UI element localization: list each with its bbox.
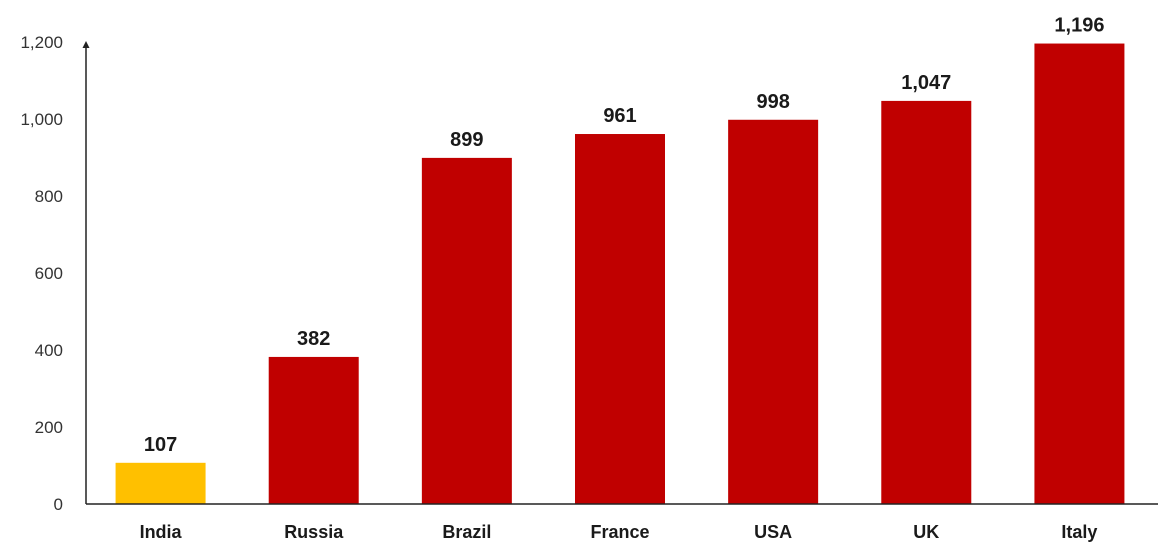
- y-tick-label: 1,000: [20, 110, 63, 129]
- category-label-usa: USA: [754, 522, 792, 542]
- bar-brazil: [421, 157, 512, 504]
- bar-france: [575, 134, 665, 504]
- y-tick-label: 0: [54, 495, 63, 514]
- bar-italy: [1034, 43, 1125, 504]
- value-label-italy: 1,196: [1054, 15, 1104, 37]
- category-label-india: India: [140, 522, 183, 542]
- category-label-italy: Italy: [1061, 522, 1097, 542]
- bars: [115, 43, 1125, 505]
- bar-india: [115, 462, 206, 504]
- category-labels: India Russia Brazil France USA UK Italy: [140, 522, 1098, 542]
- value-label-russia: 382: [297, 328, 330, 350]
- bar-russia: [268, 356, 359, 504]
- category-label-russia: Russia: [284, 522, 344, 542]
- value-label-india: 107: [144, 434, 177, 456]
- y-axis-arrow: [82, 41, 90, 48]
- category-label-france: France: [590, 522, 649, 542]
- value-label-brazil: 899: [450, 129, 483, 151]
- y-tick-label: 200: [35, 418, 63, 437]
- y-axis-ticks: 0 200 400 600 800 1,000 1,200: [20, 33, 63, 514]
- value-label-uk: 1,047: [901, 72, 951, 94]
- y-tick-label: 800: [35, 187, 63, 206]
- y-tick-label: 600: [35, 264, 63, 283]
- y-tick-label: 400: [35, 341, 63, 360]
- value-label-usa: 998: [756, 91, 789, 113]
- category-label-uk: UK: [913, 522, 939, 542]
- value-label-france: 961: [603, 105, 636, 127]
- y-tick-label: 1,200: [20, 33, 63, 52]
- bar-uk: [881, 100, 972, 504]
- bar-usa: [728, 119, 819, 505]
- category-label-brazil: Brazil: [442, 522, 491, 542]
- value-labels: 107 382 899 961 998 1,047 1,196: [144, 15, 1105, 456]
